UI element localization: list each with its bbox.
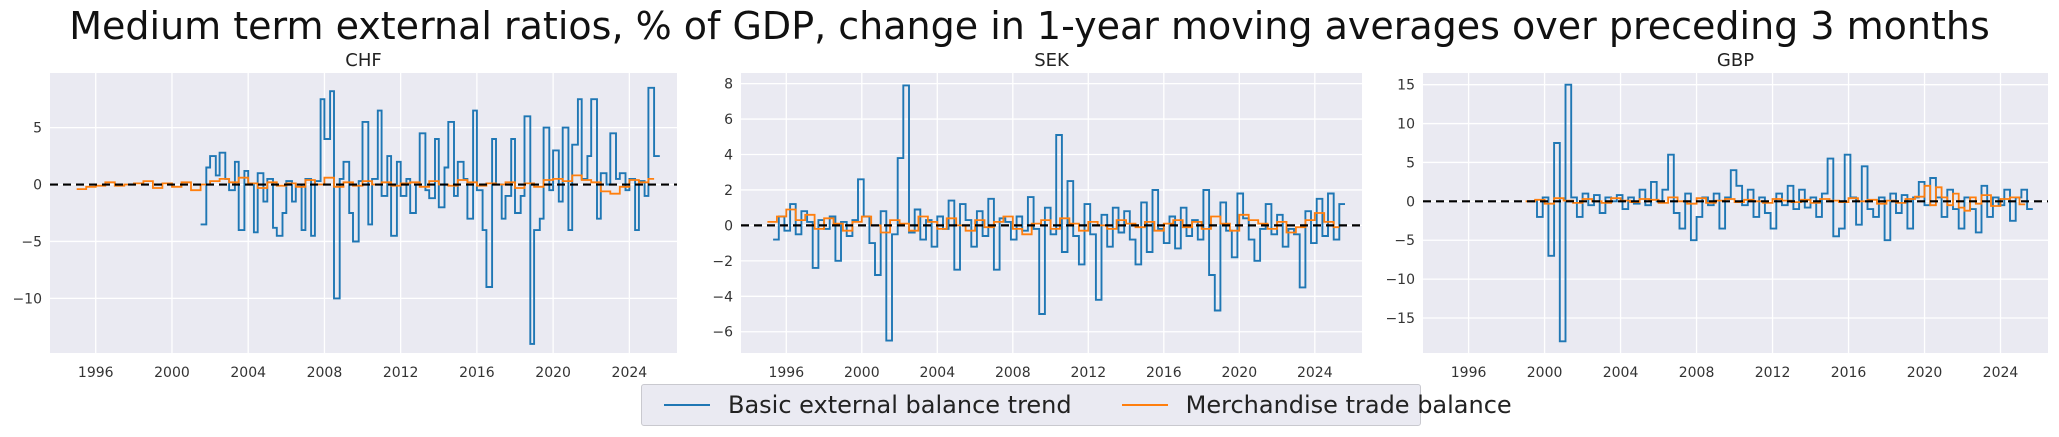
subplot-title: SEK bbox=[1034, 50, 1070, 71]
x-tick-label: 2012 bbox=[383, 365, 419, 381]
plot-area bbox=[50, 73, 677, 353]
y-tick-label: −4 bbox=[712, 289, 733, 305]
y-tick-label: 4 bbox=[724, 148, 733, 164]
legend-item-merchandise-trade: Merchandise trade balance bbox=[1121, 391, 1512, 419]
legend: Basic external balance trend Merchandise… bbox=[641, 384, 1512, 426]
x-tick-label: 2016 bbox=[1831, 365, 1867, 381]
x-tick-label: 2008 bbox=[995, 365, 1031, 381]
x-tick-label: 2004 bbox=[230, 365, 266, 381]
y-tick-label: 2 bbox=[724, 183, 733, 199]
x-tick-label: 2004 bbox=[1603, 365, 1639, 381]
x-tick-label: 2000 bbox=[844, 365, 880, 381]
x-tick-label: 2000 bbox=[154, 365, 190, 381]
y-tick-label: −2 bbox=[712, 254, 733, 270]
y-tick-label: 0 bbox=[724, 218, 733, 234]
series-line-merchandise-trade bbox=[767, 208, 1340, 236]
y-tick-label: −10 bbox=[12, 291, 42, 307]
x-tick-label: 2012 bbox=[1070, 365, 1106, 381]
series-line-basic-external-balance bbox=[200, 86, 660, 345]
y-tick-label: 5 bbox=[1406, 155, 1415, 171]
subplot-gbp: 1996 2000 2004 2008 2012 2016 2020 2024 −15 −10 −5… bbox=[1385, 50, 2048, 381]
x-tick-label: 2008 bbox=[307, 365, 343, 381]
y-tick-label: −15 bbox=[1385, 311, 1415, 327]
series-line-merchandise-trade bbox=[1525, 184, 2026, 212]
y-tick-label: −6 bbox=[712, 325, 733, 341]
x-tick-label: 1996 bbox=[768, 365, 804, 381]
plot-area bbox=[1423, 73, 2048, 353]
legend-label: Basic external balance trend bbox=[728, 391, 1072, 419]
subplot-sek: 1996 2000 2004 2008 2012 2016 2020 2024 −6 −4 −2 0 2… bbox=[712, 50, 1362, 381]
y-tick-label: −5 bbox=[1394, 233, 1415, 249]
y-tick-label: −10 bbox=[1385, 272, 1415, 288]
y-tick-label: 15 bbox=[1397, 78, 1415, 94]
x-tick-label: 2000 bbox=[1527, 365, 1563, 381]
series-line-basic-external-balance bbox=[773, 84, 1345, 342]
x-tick-label: 2024 bbox=[1297, 365, 1333, 381]
x-tick-label: 1996 bbox=[1451, 365, 1487, 381]
x-tick-label: 2020 bbox=[1907, 365, 1943, 381]
x-tick-label: 2016 bbox=[459, 365, 495, 381]
y-tick-label: −5 bbox=[21, 234, 42, 250]
subplot-title: GBP bbox=[1717, 50, 1754, 71]
legend-swatch-blue bbox=[664, 404, 710, 406]
x-tick-label: 2020 bbox=[1221, 365, 1257, 381]
x-tick-label: 2008 bbox=[1679, 365, 1715, 381]
x-tick-label: 2004 bbox=[919, 365, 955, 381]
y-tick-label: 6 bbox=[724, 112, 733, 128]
legend-item-basic-external-balance: Basic external balance trend bbox=[664, 391, 1072, 419]
x-tick-label: 1996 bbox=[78, 365, 114, 381]
y-tick-label: 0 bbox=[1406, 194, 1415, 210]
y-tick-label: 5 bbox=[33, 121, 42, 137]
x-tick-label: 2016 bbox=[1146, 365, 1182, 381]
x-tick-label: 2024 bbox=[612, 365, 648, 381]
x-tick-label: 2012 bbox=[1755, 365, 1791, 381]
subplot-title: CHF bbox=[345, 50, 381, 71]
legend-label: Merchandise trade balance bbox=[1185, 391, 1512, 419]
x-tick-label: 2024 bbox=[1983, 365, 2019, 381]
y-tick-label: 10 bbox=[1397, 117, 1415, 133]
subplot-chf: 1996 2000 2004 2008 2012 2016 2020 2024 −10 −5 0 5 C… bbox=[12, 50, 677, 381]
x-tick-label: 2020 bbox=[535, 365, 571, 381]
y-tick-label: 0 bbox=[33, 178, 42, 194]
series-line-merchandise-trade bbox=[76, 174, 655, 195]
y-tick-label: 8 bbox=[724, 77, 733, 93]
chart-main-title: Medium term external ratios, % of GDP, c… bbox=[69, 4, 1990, 48]
legend-swatch-orange bbox=[1121, 404, 1168, 406]
